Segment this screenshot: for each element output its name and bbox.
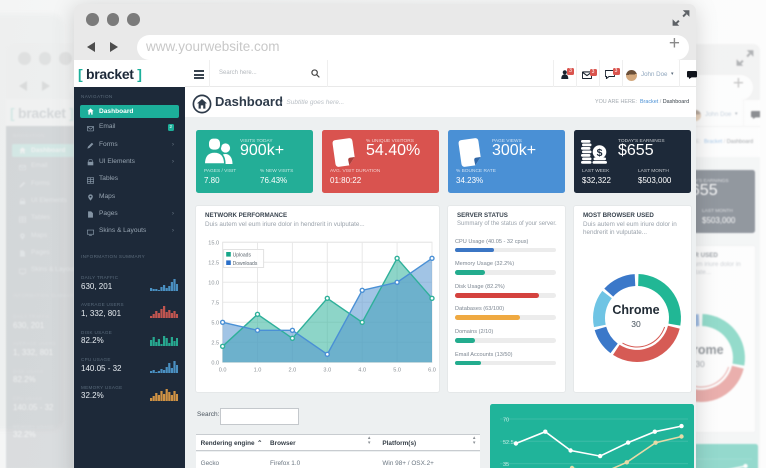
svg-text:1.0: 1.0 — [254, 367, 262, 373]
svg-text:5.0: 5.0 — [393, 367, 401, 373]
svg-text:4.0: 4.0 — [358, 367, 366, 373]
svg-text:Uploads: Uploads — [233, 252, 252, 258]
svg-text:5.0: 5.0 — [211, 320, 219, 326]
svg-text:6.0: 6.0 — [428, 367, 436, 373]
svg-text:3.0: 3.0 — [323, 367, 331, 373]
svg-text:2.5: 2.5 — [211, 340, 219, 346]
svg-text:30: 30 — [631, 319, 641, 329]
svg-text:Downloads: Downloads — [233, 261, 258, 267]
svg-text:0.0: 0.0 — [219, 367, 227, 373]
svg-text:52.5: 52.5 — [503, 440, 514, 446]
svg-text:30: 30 — [695, 359, 705, 369]
svg-text:7.5: 7.5 — [211, 300, 219, 306]
svg-text:10.0: 10.0 — [208, 280, 219, 286]
svg-text:15.0: 15.0 — [208, 240, 219, 246]
svg-text:$: $ — [597, 147, 603, 159]
svg-text:70: 70 — [503, 418, 509, 424]
svg-text:12.5: 12.5 — [208, 260, 219, 266]
svg-text:0.0: 0.0 — [211, 360, 219, 366]
svg-text:35: 35 — [503, 462, 509, 468]
svg-text:2.0: 2.0 — [289, 367, 297, 373]
svg-text:Chrome: Chrome — [612, 303, 659, 317]
